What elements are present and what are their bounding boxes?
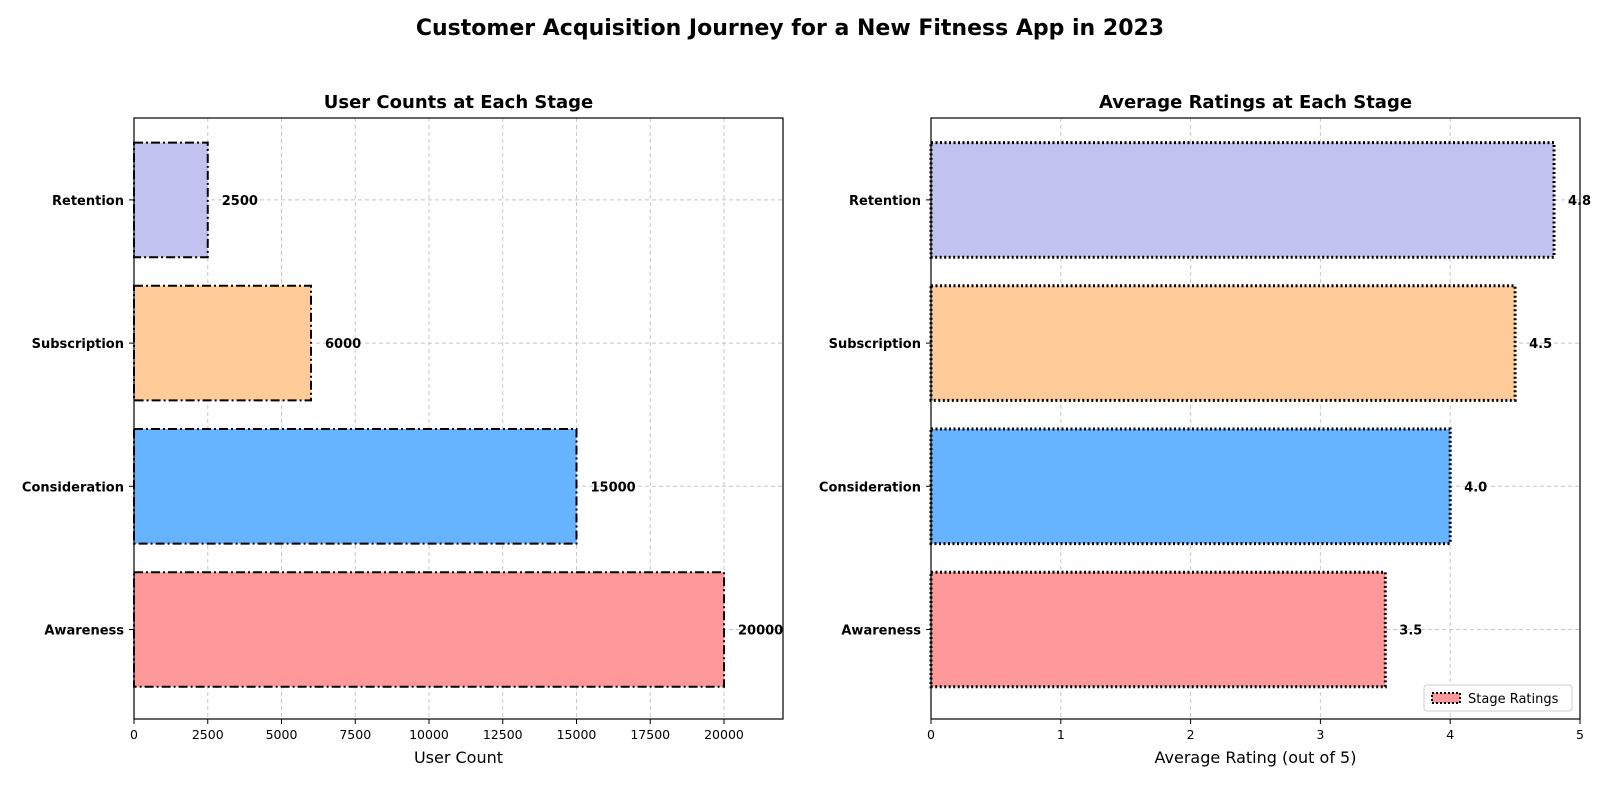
y-axis: Awareness Consideration Subscription Retent… <box>819 194 931 639</box>
legend: Stage Ratings <box>1423 684 1573 712</box>
subplot-title: User Counts at Each Stage <box>324 92 594 113</box>
y-tick-label-subscription: Subscription <box>829 337 921 352</box>
y-tick-label-awareness: Awareness <box>44 624 124 639</box>
x-tick-label: 0 <box>130 727 138 742</box>
x-tick-label: 2500 <box>192 727 224 742</box>
x-tick-label: 4 <box>1446 727 1454 742</box>
y-tick-label-awareness: Awareness <box>841 624 921 639</box>
x-tick-label: 0 <box>927 727 935 742</box>
value-label-subscription: 6000 <box>325 337 361 352</box>
x-tick-label: 5000 <box>266 727 298 742</box>
y-axis: Awareness Consideration Subscription Retent… <box>22 194 134 639</box>
x-tick-label: 10000 <box>409 727 449 742</box>
plot-frame <box>133 117 784 720</box>
x-axis: 0 2500 5000 7500 10000 12500 15000 17500 20000 <box>130 719 744 742</box>
legend-swatch <box>1431 692 1461 704</box>
legend-frame <box>1423 684 1573 712</box>
value-label-subscription: 4.5 <box>1529 337 1552 352</box>
value-label-consideration: 15000 <box>591 480 636 495</box>
x-tick-label: 12500 <box>483 727 523 742</box>
value-label-consideration: 4.0 <box>1464 480 1487 495</box>
x-tick-label: 20000 <box>704 727 744 742</box>
bar-subscription <box>929 284 1517 402</box>
bar-awareness <box>929 570 1387 689</box>
subplot-title: Average Ratings at Each Stage <box>1099 92 1412 113</box>
bar-subscription <box>133 284 312 402</box>
x-tick-label: 15000 <box>557 727 597 742</box>
x-tick-label: 7500 <box>339 727 371 742</box>
bar-retention <box>929 141 1556 259</box>
value-label-awareness: 3.5 <box>1399 624 1422 639</box>
x-tick-label: 17500 <box>630 727 670 742</box>
bar-awareness <box>133 571 725 688</box>
bars <box>929 141 1556 689</box>
y-tick-label-consideration: Consideration <box>22 480 124 495</box>
value-labels: 20000 15000 6000 2500 <box>222 194 783 639</box>
x-axis-label: Average Rating (out of 5) <box>1155 748 1357 767</box>
bar-retention <box>133 141 209 259</box>
x-axis-label: User Count <box>414 748 503 767</box>
bars <box>133 141 725 688</box>
value-label-retention: 2500 <box>222 194 258 209</box>
x-tick-label: 2 <box>1187 727 1195 742</box>
x-tick-label: 3 <box>1316 727 1324 742</box>
y-tick-label-consideration: Consideration <box>819 480 921 495</box>
x-tick-label: 1 <box>1057 727 1065 742</box>
x-axis: 0 1 2 3 4 5 <box>927 719 1584 742</box>
x-tick-label: 5 <box>1576 727 1584 742</box>
value-label-awareness: 20000 <box>738 624 783 639</box>
plot-frame <box>930 117 1581 720</box>
legend-label: Stage Ratings <box>1468 692 1559 707</box>
figure-title: Customer Acquisition Journey for a New F… <box>416 16 1164 41</box>
bar-consideration <box>133 428 578 545</box>
chart-user-counts: 20000 15000 6000 2500 0 2500 5000 7500 10000 1250… <box>22 92 784 767</box>
y-tick-label-retention: Retention <box>52 194 124 209</box>
y-tick-label-retention: Retention <box>849 194 921 209</box>
chart-average-ratings: 3.54.04.54.80 1 2 3 4 5AwarenessConsideration… <box>819 92 1591 767</box>
bar-consideration <box>929 427 1452 546</box>
y-tick-label-subscription: Subscription <box>32 337 124 352</box>
